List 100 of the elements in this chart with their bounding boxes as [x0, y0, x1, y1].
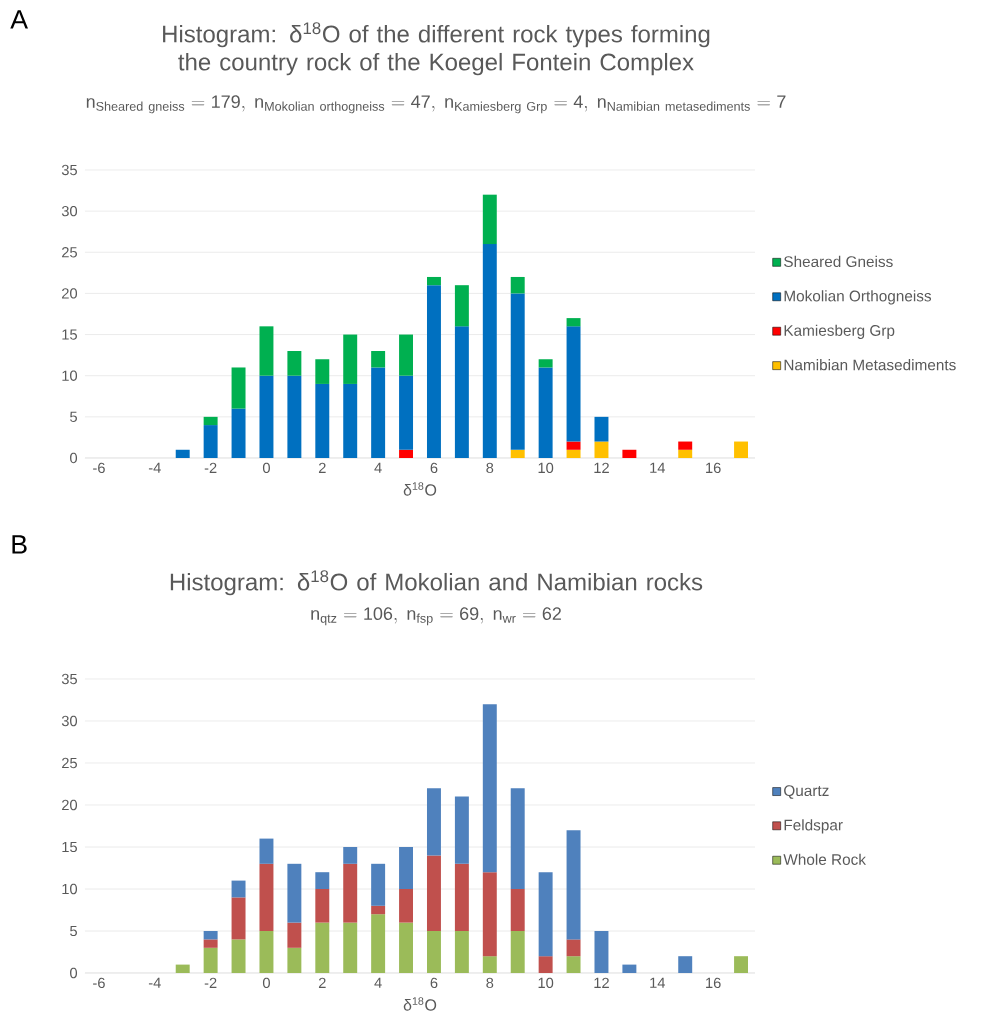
bar [287, 375, 302, 458]
y-tick-label: 10 [62, 883, 78, 895]
x-tick-label: 6 [430, 462, 438, 474]
x-tick-label: 0 [262, 977, 270, 989]
bar [426, 276, 441, 286]
legend-label: Namibian Metasediments [784, 359, 956, 371]
y-tick-label: 30 [61, 205, 78, 217]
bar [566, 939, 581, 957]
y-tick-label: 5 [70, 411, 77, 422]
x-tick-label: -6 [93, 977, 105, 989]
x-tick-label: 16 [706, 977, 721, 989]
bar [203, 947, 218, 973]
bar [287, 922, 302, 948]
bar [175, 449, 190, 458]
bar [482, 956, 497, 973]
bar [426, 788, 441, 856]
bar [399, 375, 414, 450]
bar [510, 449, 525, 458]
bar [482, 244, 497, 458]
x-tick-label: -6 [93, 462, 105, 474]
x-tick-label: -2 [204, 462, 217, 473]
x-tick-label: 10 [538, 462, 554, 474]
chart-subtitle: $\mathrm{n_{Sheared\ gneiss}=179,\ n_{Mokolian\ orthogneiss}=47,\ n_{Kamiesberg\ Grp}=4,\ n_{Namibian\ metasediments}=7}$ [86, 95, 786, 114]
bar [454, 863, 469, 931]
x-tick-label: 0 [262, 462, 270, 474]
bar [315, 922, 330, 973]
chart-title: Histogram: δ$^{18}$O of the different rock types forming the country rock of the Koegel Fontein Complex [163, 22, 710, 76]
bar [482, 704, 497, 873]
legend-label: Kamiesberg Grp [784, 324, 895, 339]
bar [399, 334, 414, 376]
x-tick-label: 2 [318, 977, 326, 988]
bar [678, 441, 693, 450]
bar [454, 796, 469, 864]
bar [678, 956, 693, 973]
bar [203, 425, 218, 458]
x-axis-title: δ$^{18}$O [403, 997, 437, 1011]
bar [315, 889, 330, 923]
bar [426, 855, 441, 931]
x-tick-label: 10 [538, 977, 554, 989]
bar [566, 318, 581, 327]
bar [399, 847, 414, 889]
bar [343, 334, 358, 384]
legend-label: Mokolian Orthogneiss [784, 290, 932, 305]
bar [343, 383, 358, 458]
bar [454, 285, 469, 327]
bar [482, 194, 497, 245]
x-tick-label: 2 [318, 462, 326, 473]
y-tick-label: 0 [70, 452, 78, 464]
bar [231, 939, 246, 973]
x-tick-label: 8 [486, 977, 494, 989]
y-tick-label: 15 [62, 329, 77, 340]
bar [510, 276, 525, 294]
bar [231, 408, 246, 458]
x-tick-label: -2 [204, 977, 217, 988]
bar [399, 449, 414, 458]
x-tick-label: 6 [430, 977, 438, 989]
bar [259, 375, 274, 458]
x-axis-title: δ$^{18}$O [403, 482, 437, 496]
bar [231, 367, 246, 409]
bar [594, 931, 609, 973]
bar [734, 956, 749, 973]
legend-label: Whole Rock [783, 853, 867, 865]
bar [399, 922, 414, 973]
y-tick-label: 15 [62, 841, 77, 853]
bar [594, 416, 609, 442]
bar [259, 863, 274, 931]
bar [510, 788, 525, 889]
x-tick-label: 14 [650, 462, 666, 473]
bar [622, 964, 637, 973]
bar [594, 441, 609, 458]
bar [510, 293, 525, 450]
y-tick-label: 35 [61, 164, 77, 176]
bar [231, 880, 246, 898]
bar [622, 449, 637, 458]
chart-title: Histogram: δ$^{18}$O of Mokolian and Namibian rocks [170, 570, 703, 596]
bar [231, 897, 246, 940]
bar [371, 905, 386, 915]
bar [538, 872, 553, 957]
y-tick-label: 30 [61, 715, 78, 727]
bar [259, 931, 274, 973]
bar [203, 416, 218, 426]
x-tick-label: 14 [650, 977, 666, 988]
bar [287, 863, 302, 923]
bar [315, 359, 330, 384]
y-tick-label: 25 [62, 247, 77, 258]
chart-subtitle: $\mathrm{n_{qtz}=106,\ n_{fsp}=69,\ n_{wr}=62}$ [311, 607, 561, 626]
legend-label: Sheared Gneiss [784, 255, 893, 268]
bar [426, 931, 441, 973]
bar [566, 449, 581, 458]
bar [287, 351, 302, 376]
bar [510, 889, 525, 931]
legend-label: Quartz [784, 785, 829, 799]
y-tick-label: 25 [62, 757, 77, 769]
bar [566, 326, 581, 442]
bar [371, 351, 386, 368]
bar [454, 931, 469, 973]
bar [371, 367, 386, 458]
bar [678, 449, 693, 458]
bar [259, 326, 274, 376]
x-tick-label: 16 [706, 462, 721, 474]
